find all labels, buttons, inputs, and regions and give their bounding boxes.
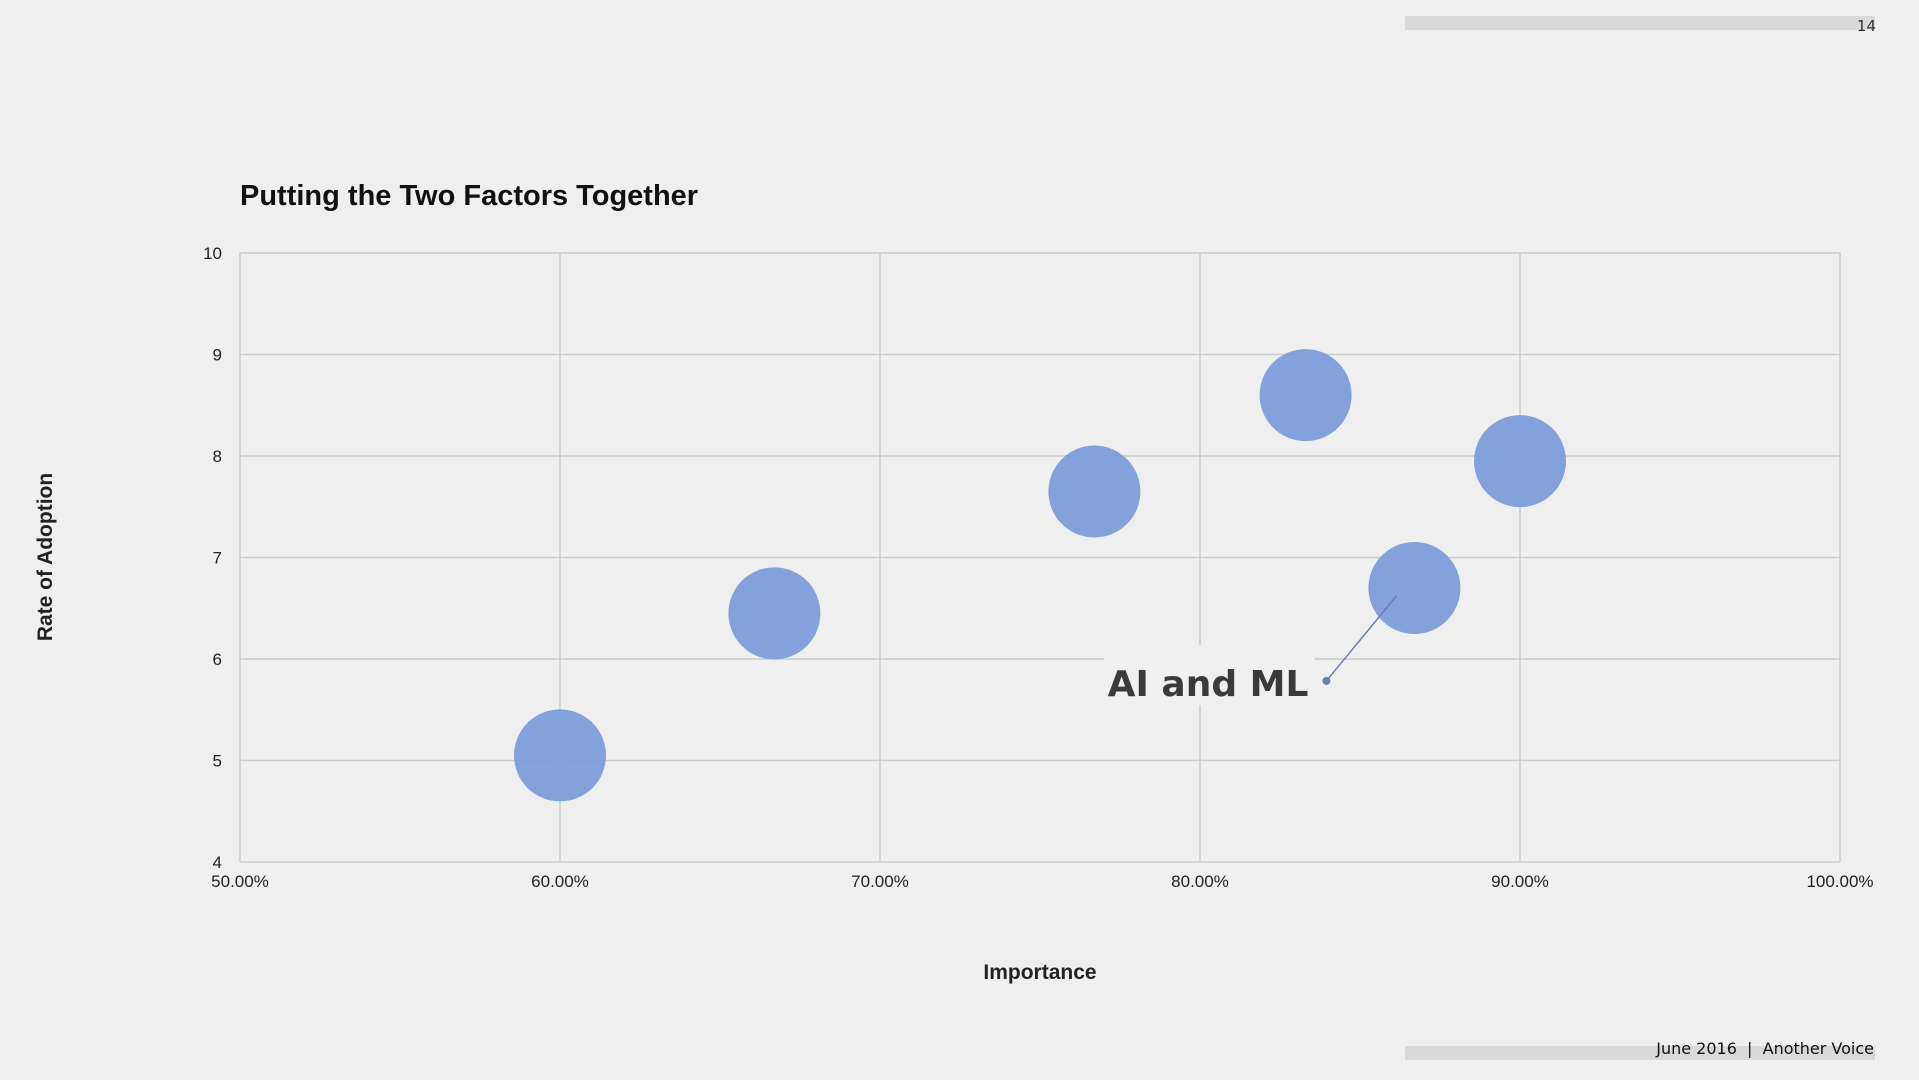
chart-panel [16, 158, 1893, 994]
bubble-point [1474, 415, 1566, 508]
x-tick-label: 50.00% [211, 872, 269, 891]
y-tick-label: 4 [213, 853, 222, 872]
page-number: 14 [1856, 17, 1876, 35]
y-tick-label: 6 [213, 650, 222, 669]
x-tick-label: 100.00% [1806, 872, 1873, 891]
footer-text: June 2016 | Another Voice [1656, 1039, 1874, 1058]
y-axis-label: Rate of Adoption [34, 473, 57, 641]
axis-ticks: 50.00% 60.00% 70.00% 80.00% 90.00% 100.00% 4 5 6… [203, 244, 1873, 891]
y-tick-label: 8 [213, 447, 222, 466]
annotation-leader-line [1325, 595, 1397, 682]
bubble-point [1259, 349, 1352, 442]
x-tick-label: 60.00% [531, 872, 589, 891]
x-tick-label: 90.00% [1491, 872, 1549, 891]
y-tick-label: 9 [213, 346, 222, 365]
bubble-point [728, 567, 821, 660]
grid [239, 252, 1841, 863]
annotation-background [1104, 644, 1315, 705]
bubble-point [514, 709, 606, 802]
annotation-label: AI and ML [1108, 664, 1309, 705]
footer-bar [1405, 1046, 1875, 1060]
y-tick-label: 7 [213, 549, 222, 568]
chart-title: Putting the Two Factors Together [240, 180, 698, 212]
annotation-dot [1322, 676, 1331, 685]
bubbles [514, 349, 1566, 802]
y-tick-label: 5 [213, 752, 222, 771]
x-tick-label: 80.00% [1171, 872, 1229, 891]
y-tick-label: 10 [203, 244, 222, 263]
annotations: AI and ML [1104, 595, 1397, 705]
x-axis-label: Importance [983, 961, 1096, 984]
header-bar [1405, 16, 1875, 30]
bubble-point [1368, 541, 1461, 634]
bubble-point [1048, 445, 1141, 538]
x-tick-label: 70.00% [851, 872, 909, 891]
